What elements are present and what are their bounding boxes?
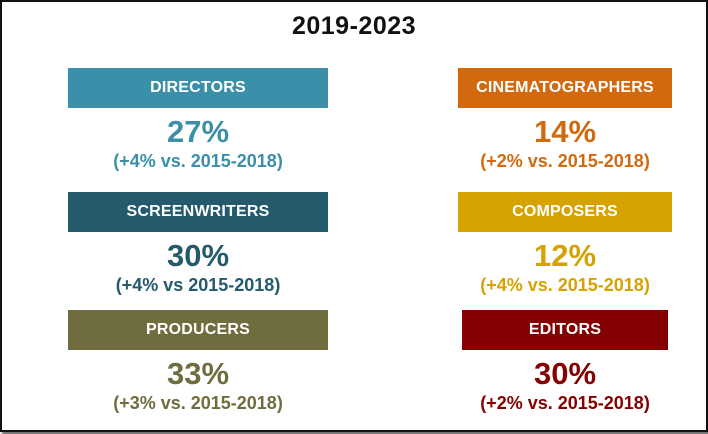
cinematographers-percent: 14% <box>533 114 597 149</box>
composers-change: (+4% vs. 2015-2018) <box>480 275 650 295</box>
screenwriters-change: (+4% vs 2015-2018) <box>115 275 281 295</box>
producers-percent: 33% <box>166 356 230 391</box>
card-directors: DIRECTORS 27% (+4% vs. 2015-2018) <box>68 68 328 173</box>
producers-label: PRODUCERS <box>68 310 328 350</box>
screenwriters-percent: 30% <box>166 238 230 273</box>
editors-change: (+2% vs. 2015-2018) <box>480 393 650 413</box>
composers-label: COMPOSERS <box>458 192 672 232</box>
card-cinematographers: CINEMATOGRAPHERS 14% (+2% vs. 2015-2018) <box>458 68 672 173</box>
cinematographers-change: (+2% vs. 2015-2018) <box>480 151 650 171</box>
card-composers: COMPOSERS 12% (+4% vs. 2015-2018) <box>458 192 672 297</box>
directors-label: DIRECTORS <box>68 68 328 108</box>
composers-percent: 12% <box>533 238 597 273</box>
producers-change: (+3% vs. 2015-2018) <box>113 393 283 413</box>
card-screenwriters: SCREENWRITERS 30% (+4% vs 2015-2018) <box>68 192 328 297</box>
card-editors: EDITORS 30% (+2% vs. 2015-2018) <box>462 310 668 415</box>
cinematographers-label: CINEMATOGRAPHERS <box>458 68 672 108</box>
editors-label: EDITORS <box>462 310 668 350</box>
directors-change: (+4% vs. 2015-2018) <box>113 151 283 171</box>
card-producers: PRODUCERS 33% (+3% vs. 2015-2018) <box>68 310 328 415</box>
directors-percent: 27% <box>166 114 230 149</box>
infographic-title: 2019-2023 <box>291 12 417 40</box>
screenwriters-label: SCREENWRITERS <box>68 192 328 232</box>
editors-percent: 30% <box>533 356 597 391</box>
